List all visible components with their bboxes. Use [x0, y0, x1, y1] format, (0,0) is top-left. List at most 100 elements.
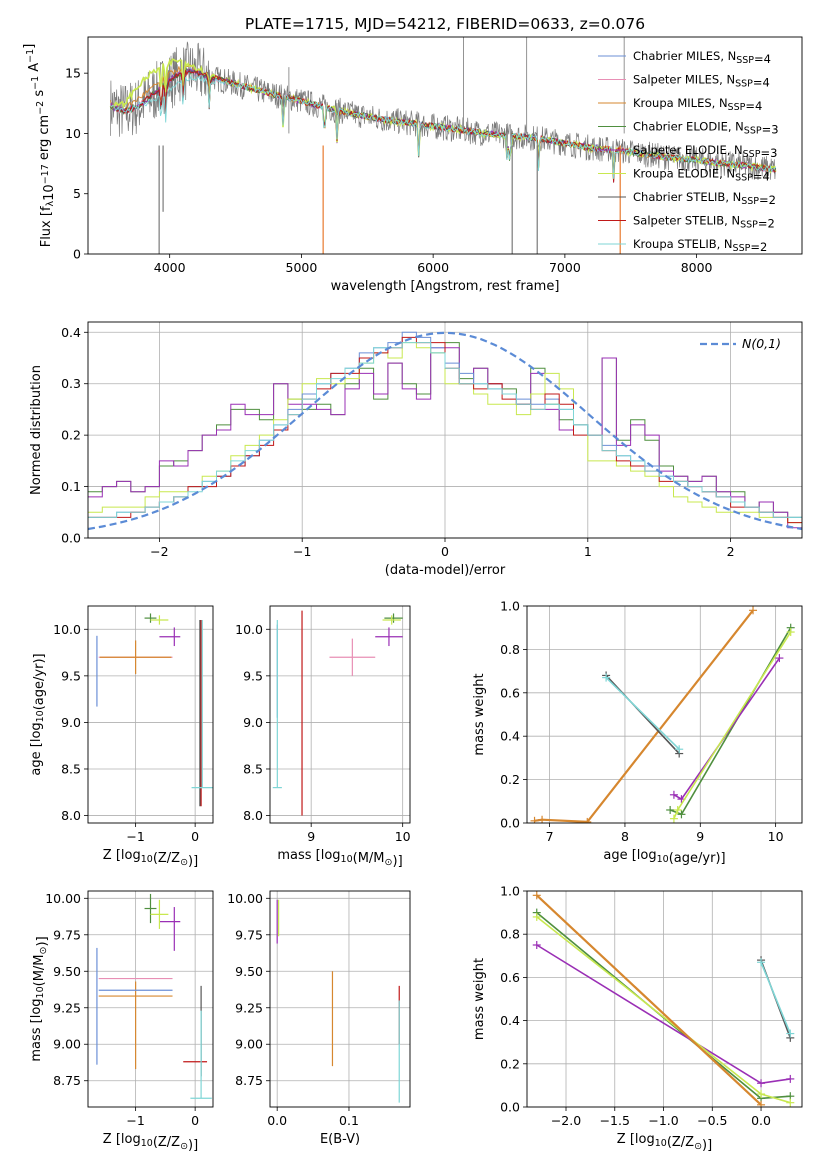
- x-tick-label: 7: [546, 829, 554, 844]
- x-axis-label: (data-model)/error: [385, 563, 506, 578]
- y-tick-label: 8.5: [61, 761, 81, 776]
- label-part: =3: [760, 146, 777, 160]
- label-part: −1: [25, 49, 36, 63]
- axes-frame: [87, 890, 214, 1108]
- frame-age_vs_Z: −1 08.08.59.09.510.0Z [log10(Z/Z⊙)]age [l…: [29, 605, 214, 869]
- x-axis-label: wavelength [Angstrom, rest frame]: [331, 279, 560, 294]
- y-tick-label: 0.2: [500, 772, 520, 787]
- label-part: (Z/Z: [153, 1135, 180, 1150]
- plot-area-mass_vs_Z: [96, 893, 212, 1099]
- label-part: 10: [35, 986, 46, 998]
- legend-label: Salpeter ELODIE, NSSP=3: [633, 143, 777, 160]
- plot-area-spectrum: [109, 37, 777, 254]
- label-part: =2: [758, 217, 775, 231]
- y-tick-label: 0.1: [61, 479, 81, 494]
- weight-line: [536, 894, 762, 1106]
- x-tick-label: 10: [768, 829, 784, 844]
- x-tick-label: 0: [441, 544, 449, 559]
- label-part: SSP: [735, 79, 753, 90]
- legend-label: Kroupa ELODIE, NSSP=4: [633, 167, 770, 184]
- x-tick-label: −2: [150, 544, 168, 559]
- y-tick-label: 1.0: [500, 599, 520, 614]
- label-part: ⊙: [180, 1141, 188, 1152]
- y-tick-label: 0.3: [61, 376, 81, 391]
- y-tick-label: 10.0: [53, 622, 81, 637]
- axes-frame: [526, 890, 803, 1108]
- legend-label: Salpeter MILES, NSSP=4: [633, 73, 770, 90]
- label-part: Kroupa ELODIE, N: [633, 167, 735, 181]
- y-tick-label: 10.00: [45, 891, 81, 906]
- weight-line: [669, 627, 792, 816]
- axes-mass_vs_ebv: [270, 891, 410, 1107]
- label-part: Salpeter MILES, N: [633, 73, 735, 87]
- label-part: λ: [45, 200, 56, 206]
- residuals-legend: N(0,1): [700, 336, 781, 351]
- label-part: )]: [393, 854, 403, 869]
- x-axis-label: Z [log10(Z/Z⊙)]: [103, 848, 198, 869]
- y-tick-label: 9.5: [243, 668, 263, 683]
- legend-label: Chabrier ELODIE, NSSP=3: [633, 120, 779, 137]
- legend-label: Chabrier MILES, NSSP=4: [633, 49, 771, 66]
- x-tick-label: −1.5: [600, 1113, 630, 1128]
- x-tick-label: −1: [293, 544, 311, 559]
- axes-age_vs_Z: [88, 606, 213, 823]
- label-part: Normed distribution: [29, 365, 44, 495]
- y-tick-label: 10: [65, 126, 81, 141]
- x-tick-label: 9: [696, 829, 704, 844]
- label-part: SSP: [744, 126, 762, 137]
- legend-label: Chabrier STELIB, NSSP=2: [633, 190, 776, 207]
- axes-weight_vs_age: [527, 605, 802, 824]
- frame-residuals: −2 −1 0 1 2 0.0 0.1 0.2 0.3 0.4 (data-model)/error…: [29, 321, 803, 578]
- y-tick-label: 8.75: [235, 1073, 263, 1088]
- y-tick-label: 0.4: [500, 729, 520, 744]
- label-part: 10: [655, 1138, 667, 1149]
- weight-line: [673, 657, 781, 801]
- x-axis-label: E(B-V): [320, 1132, 360, 1147]
- plot-area-weight_vs_Z: [532, 891, 795, 1107]
- x-tick-label: 8000: [681, 260, 713, 275]
- x-tick-label: 2: [727, 544, 735, 559]
- label-part: mass weight: [472, 958, 487, 1040]
- y-tick-label: 9.5: [61, 668, 81, 683]
- y-tick-label: 0.6: [500, 970, 520, 985]
- label-part: (age/yr)]: [32, 653, 47, 710]
- label-part: 10: [42, 184, 57, 201]
- axes-age_vs_mass: [270, 606, 410, 823]
- y-tick-label: 0.8: [500, 642, 520, 657]
- x-axis-label: mass [log10(M/M⊙)]: [277, 848, 402, 869]
- label-part: Z [log: [103, 1132, 141, 1147]
- label-part: wavelength [Angstrom, rest frame]: [331, 279, 560, 294]
- label-part: 10: [141, 1138, 153, 1149]
- label-part: SSP: [735, 173, 753, 184]
- label-part: Salpeter STELIB, N: [633, 214, 740, 228]
- label-part: SSP: [741, 196, 759, 207]
- label-part: −17: [40, 164, 51, 184]
- y-tick-label: 9.00: [235, 1037, 263, 1052]
- label-part: )]: [188, 1138, 198, 1153]
- legend-label: N(0,1): [742, 336, 781, 351]
- y-tick-label: 0.0: [61, 531, 81, 546]
- y-tick-label: 0.2: [61, 428, 81, 443]
- weight-line: [760, 961, 792, 1034]
- x-axis-label: Z [log10(Z/Z⊙)]: [617, 1132, 712, 1153]
- y-tick-label: 8.0: [61, 808, 81, 823]
- label-part: =4: [753, 76, 770, 90]
- axes-frame: [269, 890, 411, 1108]
- label-part: )]: [702, 1138, 712, 1153]
- y-tick-label: 8.75: [53, 1073, 81, 1088]
- y-tick-label: 15: [65, 66, 81, 81]
- label-part: mass weight: [472, 673, 487, 755]
- y-tick-label: 0.0: [500, 1100, 520, 1115]
- label-part: =4: [753, 170, 770, 184]
- label-part: 10: [657, 854, 669, 865]
- y-tick-label: 5: [73, 186, 81, 201]
- axes-frame: [87, 36, 803, 255]
- label-part: ⊙: [180, 857, 188, 868]
- x-tick-label: −1: [126, 1113, 144, 1128]
- y-tick-label: 0.0: [500, 816, 520, 831]
- label-part: (Z/Z: [153, 851, 180, 866]
- axes-frame: [87, 605, 214, 824]
